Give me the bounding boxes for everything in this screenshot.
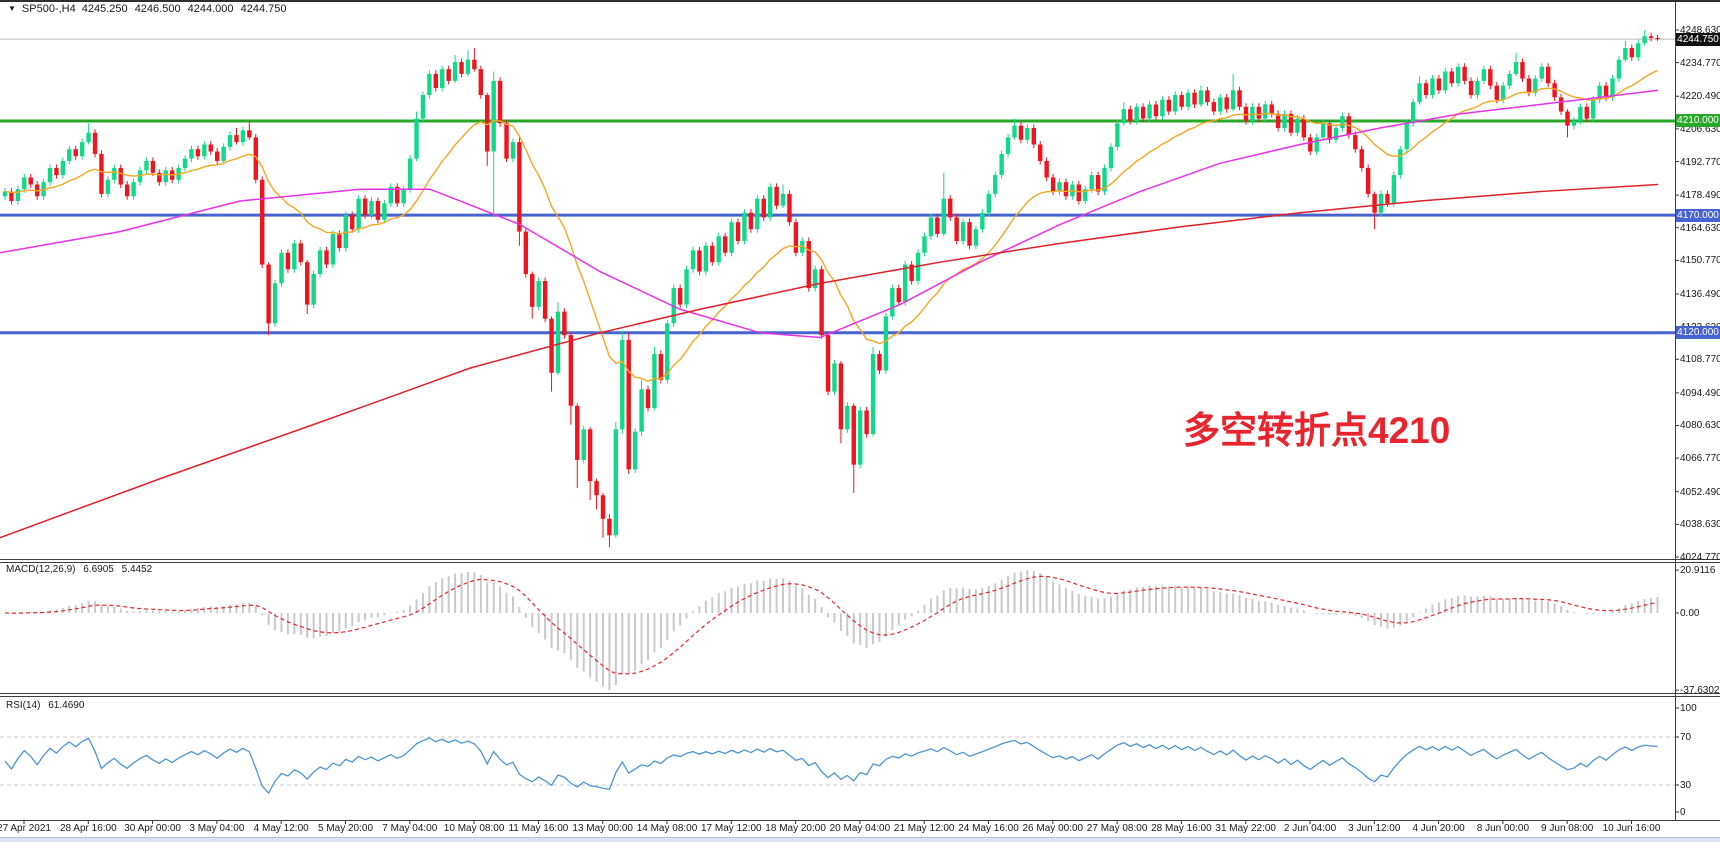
ohlc-open: 4245.250 — [81, 3, 128, 15]
time-axis-label: 20 May 04:00 — [829, 823, 891, 834]
macd-axis-label: 0.00 — [1680, 608, 1700, 619]
price-axis-label: 4248.630 — [1680, 25, 1720, 36]
rsi-indicator-label: RSI(14) 61.4690 — [6, 700, 89, 711]
time-axis-label: 17 May 12:00 — [700, 823, 762, 834]
price-axis-label: 4108.770 — [1680, 354, 1720, 366]
ohlc-low: 4244.000 — [187, 3, 234, 15]
candles — [2, 30, 1660, 548]
rsi-axis-label: 30 — [1680, 780, 1692, 791]
price-axis-label: 4052.490 — [1680, 486, 1720, 498]
symbol-timeframe-label: SP500-,H4 — [21, 3, 76, 15]
price-axis-label: 4136.490 — [1680, 288, 1720, 300]
time-axis-label: 21 May 12:00 — [893, 823, 955, 834]
macd-indicator-label: MACD(12,26,9) 6.6905 5.4452 — [6, 564, 157, 575]
time-axis-label: 24 May 16:00 — [958, 823, 1019, 834]
time-axis-label: 14 May 08:00 — [636, 823, 698, 834]
macd-histogram — [10, 570, 1659, 691]
symbol-collapse-icon: ▼ — [8, 4, 16, 13]
rsi-name: RSI(14) — [6, 700, 41, 711]
price-axis-label: 4038.630 — [1680, 519, 1720, 531]
time-axis-label: 9 Jun 08:00 — [1541, 823, 1594, 834]
price-axis-label: 4094.490 — [1680, 387, 1720, 399]
price-axis-label: 4024.770 — [1680, 551, 1720, 563]
price-axis-label: 4192.770 — [1680, 156, 1720, 168]
macd-signal-value: 5.4452 — [121, 564, 153, 575]
price-tag-4244.750: 4244.750 — [1676, 32, 1720, 46]
time-axis-label: 27 May 08:00 — [1086, 823, 1148, 834]
price-axis-label: 4178.490 — [1680, 190, 1720, 202]
time-axis-label: 2 Jun 04:00 — [1283, 823, 1337, 834]
time-axis-label: 5 May 20:00 — [317, 823, 374, 834]
chart-title: ▼ SP500-,H4 4245.250 4246.500 4244.000 4… — [8, 3, 290, 15]
ma-magenta — [0, 89, 1659, 339]
annotation-text: 多空转折点4210 — [1183, 410, 1451, 451]
ma-red — [0, 183, 1659, 539]
rsi-line — [4, 737, 1658, 795]
time-axis-label: 3 Jun 12:00 — [1348, 823, 1401, 834]
macd-axis-label: 20.9116 — [1680, 565, 1716, 577]
time-axis-label: 28 May 16:00 — [1151, 823, 1212, 834]
ohlc-high: 4246.500 — [134, 3, 181, 15]
time-axis-label: 26 May 00:00 — [1022, 823, 1084, 834]
time-axis-label: 10 Jun 16:00 — [1602, 823, 1661, 834]
rsi-axis-label: 0 — [1680, 807, 1686, 818]
time-axis-label: 4 May 12:00 — [253, 823, 309, 834]
price-axis-label: 4206.630 — [1680, 123, 1720, 135]
price-axis-label: 4066.770 — [1680, 453, 1720, 465]
price-tag-4210.000: 4210.000 — [1676, 114, 1720, 128]
time-axis-label: 3 May 04:00 — [189, 823, 245, 834]
time-axis-label: 4 Jun 20:00 — [1412, 823, 1465, 834]
macd-axis-label: -37.6302 — [1680, 685, 1720, 697]
bottom-scroll-strip — [0, 837, 1720, 842]
rsi-axis-label: 100 — [1680, 703, 1697, 714]
time-axis-label: 10 May 08:00 — [443, 823, 505, 834]
time-axis-label: 30 Apr 00:00 — [124, 823, 181, 834]
time-axis-label: 18 May 20:00 — [765, 823, 826, 834]
ohlc-readout: 4245.250 4246.500 4244.000 4244.750 — [82, 3, 291, 15]
time-axis-label: 13 May 00:00 — [572, 823, 633, 834]
price-axis-label: 4150.770 — [1680, 255, 1720, 267]
time-axis-label: 27 Apr 2021 — [0, 823, 51, 834]
price-axis-label: 4234.770 — [1680, 57, 1720, 69]
macd-signal-line — [4, 575, 1658, 675]
price-tag-4170.000: 4170.000 — [1676, 208, 1720, 222]
ma-orange — [4, 69, 1658, 382]
time-axis-label: 11 May 16:00 — [508, 823, 569, 834]
time-axis-label: 8 Jun 00:00 — [1476, 823, 1530, 834]
rsi-axis-label: 70 — [1680, 732, 1692, 743]
price-tag-4120.000: 4120.000 — [1676, 326, 1720, 340]
time-axis-label: 31 May 22:00 — [1215, 823, 1276, 834]
price-axis-label: 4220.490 — [1680, 91, 1720, 103]
ohlc-close: 4244.750 — [240, 3, 287, 15]
macd-name: MACD(12,26,9) — [6, 564, 76, 575]
price-axis-label: 4080.630 — [1680, 420, 1720, 432]
time-axis-label: 28 Apr 16:00 — [59, 823, 117, 834]
rsi-value: 61.4690 — [48, 700, 85, 711]
price-axis-label: 4164.630 — [1680, 222, 1720, 234]
macd-main-value: 6.6905 — [83, 564, 114, 575]
time-axis-label: 7 May 04:00 — [382, 823, 438, 834]
window-top-border — [0, 0, 1720, 2]
